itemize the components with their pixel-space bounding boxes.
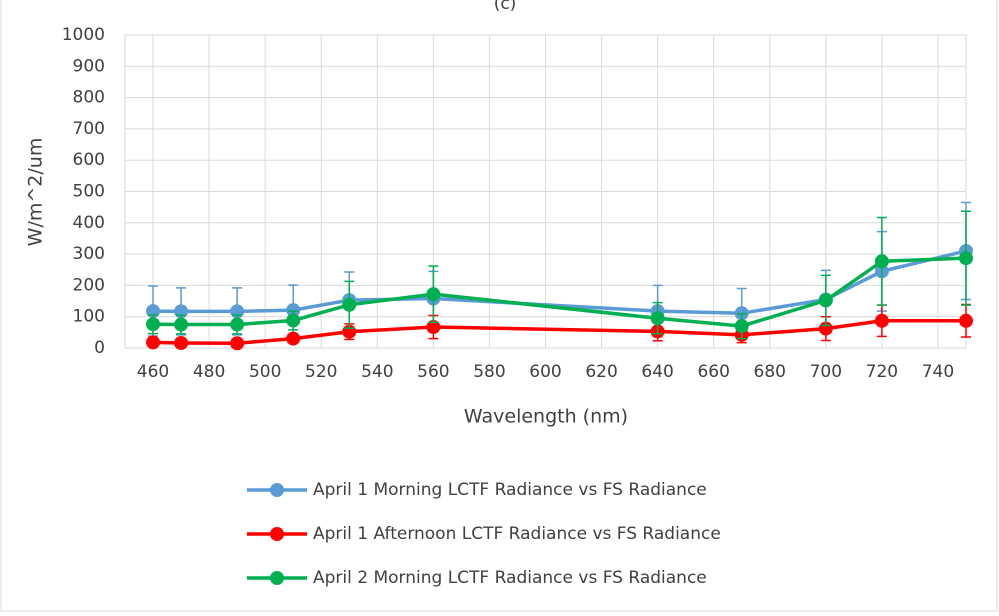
legend-marker xyxy=(270,527,284,541)
x-tick-label: 740 xyxy=(922,362,954,382)
x-tick-label: 660 xyxy=(697,362,729,382)
x-tick-label: 620 xyxy=(585,362,617,382)
data-point xyxy=(874,313,889,328)
x-tick-label: 560 xyxy=(417,362,449,382)
y-tick-label: 500 xyxy=(73,182,105,202)
data-point xyxy=(286,331,301,346)
legend-marker xyxy=(270,571,284,585)
data-point xyxy=(426,287,441,302)
data-point xyxy=(342,297,357,312)
data-point xyxy=(426,320,441,335)
x-axis-label: Wavelength (nm) xyxy=(464,406,628,428)
legend-label: April 2 Morning LCTF Radiance vs FS Radi… xyxy=(313,568,707,588)
y-tick-label: 1000 xyxy=(62,25,105,45)
data-point xyxy=(230,336,245,351)
y-tick-label: 400 xyxy=(73,213,105,233)
y-tick-label: 600 xyxy=(73,150,105,170)
data-point xyxy=(146,335,161,350)
data-point xyxy=(146,317,161,332)
x-tick-label: 480 xyxy=(193,362,225,382)
y-tick-label: 900 xyxy=(73,56,105,76)
x-tick-label: 500 xyxy=(249,362,281,382)
data-point xyxy=(959,313,973,328)
data-point xyxy=(230,317,245,332)
chart-title: (c) xyxy=(494,0,517,14)
x-tick-label: 520 xyxy=(305,362,337,382)
data-point xyxy=(818,293,833,308)
data-point xyxy=(959,251,973,266)
data-point xyxy=(174,317,189,332)
x-tick-label: 640 xyxy=(641,362,673,382)
x-tick-label: 580 xyxy=(473,362,505,382)
x-tick-label: 460 xyxy=(137,362,169,382)
data-point xyxy=(286,303,301,318)
y-tick-label: 0 xyxy=(94,338,105,358)
data-point xyxy=(286,313,301,328)
data-point xyxy=(734,319,749,334)
x-tick-label: 720 xyxy=(866,362,898,382)
y-tick-label: 200 xyxy=(73,275,105,295)
y-axis-label: W/m^2/um xyxy=(25,138,47,247)
legend-marker xyxy=(270,483,284,497)
data-point xyxy=(174,335,189,350)
data-point xyxy=(650,311,665,326)
y-tick-label: 300 xyxy=(73,244,105,264)
y-tick-label: 100 xyxy=(73,307,105,327)
y-tick-label: 700 xyxy=(73,119,105,139)
x-tick-label: 680 xyxy=(754,362,786,382)
legend-label: April 1 Afternoon LCTF Radiance vs FS Ra… xyxy=(313,524,721,544)
x-tick-label: 600 xyxy=(529,362,561,382)
legend-label: April 1 Morning LCTF Radiance vs FS Radi… xyxy=(313,480,707,500)
x-tick-label: 540 xyxy=(361,362,393,382)
y-tick-label: 800 xyxy=(73,88,105,108)
data-point xyxy=(874,254,889,269)
x-tick-label: 700 xyxy=(810,362,842,382)
